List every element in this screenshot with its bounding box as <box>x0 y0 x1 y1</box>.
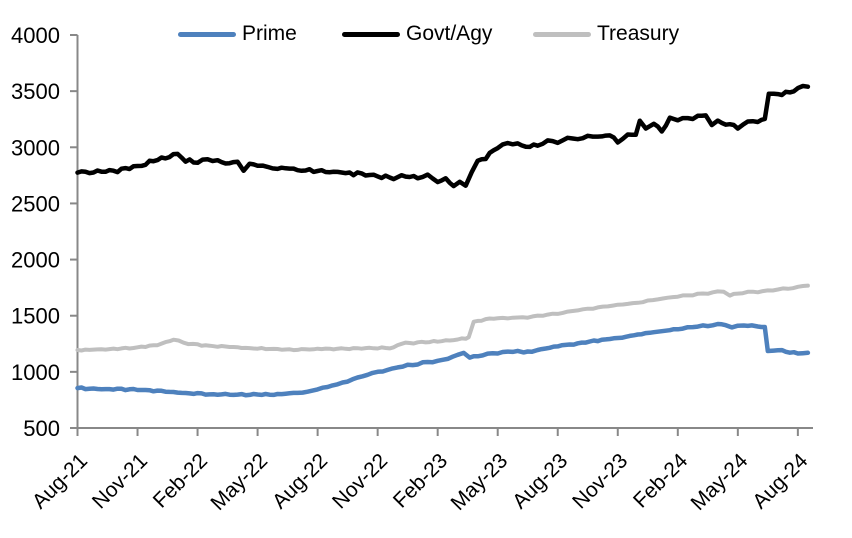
series-line-treasury <box>75 283 810 353</box>
x-axis-tick-label: Feb-22 <box>149 449 212 512</box>
y-axis-tick-label: 3000 <box>11 135 60 160</box>
x-axis-tick-label: Feb-24 <box>629 449 693 513</box>
y-axis-tick-label: 4000 <box>11 23 60 48</box>
x-axis-tick-label: Aug-22 <box>268 449 332 513</box>
legend-label-prime: Prime <box>242 22 297 45</box>
legend-label-govt-agy: Govt/Agy <box>406 22 493 45</box>
x-axis-tick-label: Aug-24 <box>748 449 812 513</box>
x-axis-tick-label: Aug-21 <box>28 449 92 513</box>
series-line-prime <box>75 321 811 398</box>
y-axis-tick-label: 500 <box>23 416 60 441</box>
legend-swatch-prime <box>178 31 236 37</box>
legend-item-treasury: Treasury <box>533 22 679 46</box>
series-line-govt-agy <box>75 83 811 189</box>
legend-swatch-govt-agy <box>342 31 400 37</box>
x-axis-tick-label: Nov-22 <box>328 449 392 513</box>
legend-item-govt-agy: Govt/Agy <box>342 22 492 46</box>
chart-legend: Prime Govt/Agy Treasury <box>0 22 852 46</box>
y-axis-tick-label: 1000 <box>11 360 60 385</box>
x-axis-tick-label: Aug-23 <box>508 449 572 513</box>
x-axis-tick-label: May-22 <box>206 449 272 515</box>
legend-item-prime: Prime <box>178 22 297 46</box>
x-axis-tick-label: May-24 <box>687 449 753 515</box>
x-axis-tick-label: Feb-23 <box>389 449 452 512</box>
y-axis-tick-label: 2500 <box>11 191 60 216</box>
x-axis-tick-label: Nov-23 <box>568 449 632 513</box>
legend-swatch-treasury <box>533 31 591 37</box>
legend-label-treasury: Treasury <box>597 22 680 45</box>
y-axis-tick-label: 3500 <box>11 79 60 104</box>
x-axis-tick-label: Nov-21 <box>88 449 152 513</box>
y-axis-tick-label: 1500 <box>11 304 60 329</box>
x-axis-tick-label: May-23 <box>446 449 512 515</box>
y-axis-tick-label: 2000 <box>11 248 60 273</box>
